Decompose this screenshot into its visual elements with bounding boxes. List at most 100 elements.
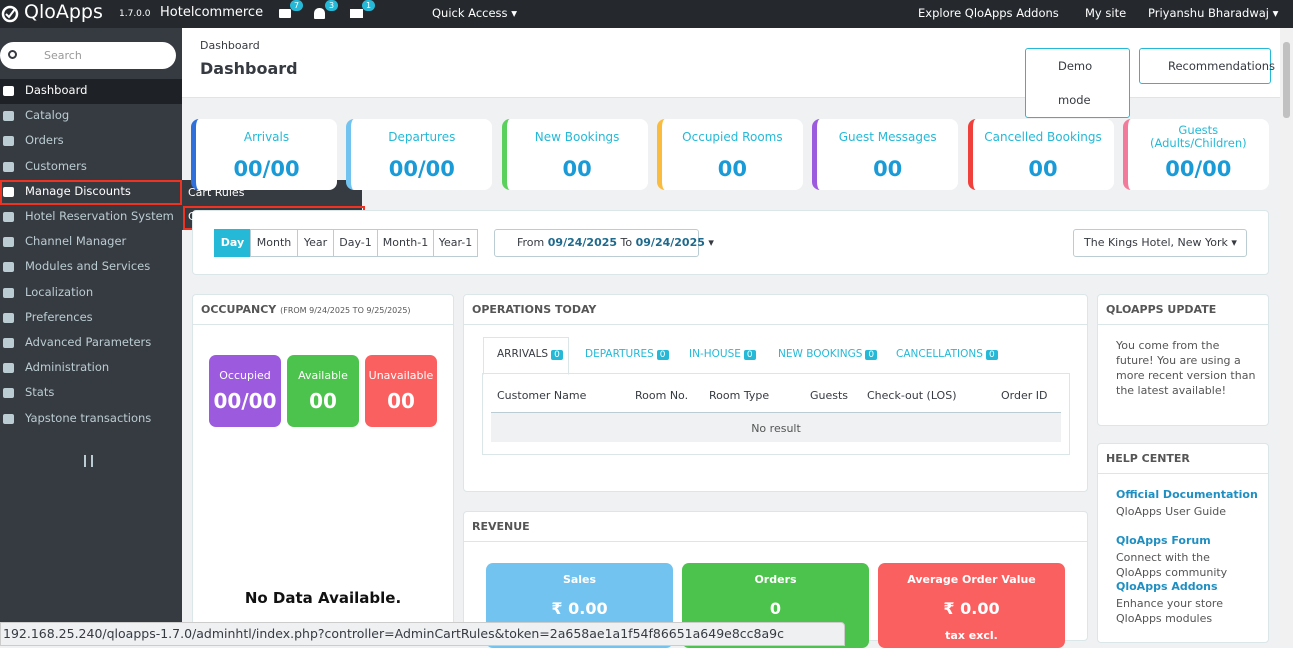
search-icon: [8, 50, 17, 59]
menu-item[interactable]: Stats: [0, 381, 182, 406]
menu-item[interactable]: Advanced Parameters: [0, 331, 182, 356]
revenue-card: Average Order Value ₹ 0.00 tax excl.: [878, 563, 1065, 648]
occupancy-tile: Occupied 00/00: [209, 355, 281, 427]
page-title: Dashboard: [200, 59, 298, 78]
tab[interactable]: ARRIVALS 0: [497, 348, 563, 360]
collapse-icon[interactable]: [84, 455, 93, 467]
update-title: QLOAPPS UPDATE: [1106, 303, 1217, 316]
menu-icon: [3, 363, 14, 374]
menu-item[interactable]: Orders: [0, 129, 182, 154]
menu-item[interactable]: Channel Manager: [0, 230, 182, 255]
submenu-item[interactable]: Catalog Price Rules: [188, 210, 294, 223]
column-header: Check-out (LOS): [867, 389, 957, 402]
help-link[interactable]: QloApps Addons: [1116, 580, 1218, 593]
tile-label: Available: [298, 369, 348, 382]
help-desc: QloApps User Guide: [1116, 505, 1227, 518]
user-menu[interactable]: Priyanshu Bharadwaj ▾: [1148, 6, 1279, 20]
tab-label: CANCELLATIONS: [896, 348, 983, 360]
kpi-value: 00: [717, 157, 747, 181]
revenue-label: Average Order Value: [907, 573, 1036, 586]
menu-item[interactable]: Yapstone transactions: [0, 407, 182, 432]
kpi-card[interactable]: New Bookings 00: [501, 119, 648, 190]
tab[interactable]: DEPARTURES 0: [585, 348, 669, 360]
empty-message: No Data Available.: [244, 589, 402, 607]
menu-item[interactable]: Localization: [0, 281, 182, 306]
menu-label: Administration: [25, 360, 110, 375]
scroll-thumb[interactable]: [1283, 42, 1290, 118]
menu-item[interactable]: Dashboard: [0, 79, 182, 104]
kpi-card[interactable]: Occupied Rooms 00: [656, 119, 803, 190]
column-header: Room Type: [709, 389, 770, 402]
my-site[interactable]: My site: [1085, 6, 1127, 20]
customer-icon[interactable]: [314, 8, 325, 19]
kpi-value: 00: [562, 157, 592, 181]
period-button[interactable]: Month-1: [377, 229, 434, 257]
help-panel: HELP CENTER Official Documentation QloApp…: [1097, 443, 1269, 643]
period-button[interactable]: Day-1: [333, 229, 378, 257]
operations-title: OPERATIONS TODAY: [472, 303, 597, 316]
kpi-card[interactable]: Cancelled Bookings 00: [967, 119, 1114, 190]
menu-icon: [3, 161, 14, 172]
message-icon[interactable]: [350, 9, 363, 18]
search-box[interactable]: Search: [0, 42, 176, 69]
menu-item[interactable]: Modules and Services: [0, 255, 182, 280]
search-placeholder: Search: [44, 49, 82, 62]
menu-item[interactable]: Manage Discounts: [0, 180, 182, 205]
kpi-label: Occupied Rooms: [682, 130, 783, 144]
tab-label: ARRIVALS: [497, 348, 549, 360]
kpi-card[interactable]: Departures 00/00: [346, 119, 493, 190]
period-button[interactable]: Year: [297, 229, 334, 257]
no-result: No result: [491, 412, 1061, 442]
menu-icon: [3, 111, 14, 122]
tab-label: NEW BOOKINGS: [778, 348, 863, 360]
period-button[interactable]: Day: [214, 229, 251, 257]
kpi-card[interactable]: Guest Messages 00: [812, 119, 959, 190]
menu-item[interactable]: Catalog: [0, 104, 182, 129]
scrollbar[interactable]: [1280, 28, 1293, 646]
top-bar: QloApps 1.7.0.0 Hotelcommerce 7 3 1 Quic…: [0, 0, 1293, 28]
quick-access[interactable]: Quick Access ▾: [432, 6, 517, 20]
update-text: You come from the future! You are using …: [1116, 339, 1256, 397]
menu-icon: [3, 413, 14, 424]
cart-icon[interactable]: [279, 9, 291, 18]
menu-label: Modules and Services: [25, 259, 151, 274]
date-to: 09/24/2025: [635, 236, 705, 249]
logo-text[interactable]: QloApps: [24, 1, 103, 23]
menu-item[interactable]: Hotel Reservation System: [0, 205, 182, 230]
tab[interactable]: NEW BOOKINGS 0: [778, 348, 878, 360]
period-button[interactable]: Month: [250, 229, 298, 257]
occupancy-tile: Available 00: [287, 355, 359, 427]
explore-addons[interactable]: Explore QloApps Addons: [918, 6, 1059, 20]
help-link[interactable]: QloApps Forum: [1116, 534, 1211, 547]
tab-count: 0: [985, 350, 998, 360]
kpi-card[interactable]: Guests (Adults/Children) 00/00: [1122, 119, 1269, 190]
menu-icon: [3, 136, 14, 147]
date-range[interactable]: From 09/24/2025 To 09/24/2025 ▾: [494, 229, 714, 257]
tab[interactable]: IN-HOUSE 0: [689, 348, 756, 360]
menu-item[interactable]: Preferences: [0, 306, 182, 331]
revenue-value: ₹ 0.00: [943, 599, 1000, 618]
orders-badge: 7: [290, 0, 304, 11]
to-label: To: [620, 236, 633, 249]
hotel-select[interactable]: The Kings Hotel, New York ▾: [1073, 229, 1247, 257]
menu-item[interactable]: Customers: [0, 155, 182, 180]
divider: [464, 541, 1087, 542]
period-button[interactable]: Year-1: [433, 229, 478, 257]
shop-name[interactable]: Hotelcommerce: [160, 5, 264, 20]
tab-count: 0: [551, 350, 563, 360]
help-title: HELP CENTER: [1106, 452, 1190, 465]
tab[interactable]: CANCELLATIONS 0: [896, 348, 998, 360]
menu-item[interactable]: Administration: [0, 356, 182, 381]
menu-icon: [3, 262, 14, 273]
demo-mode-button[interactable]: Demo mode: [1025, 48, 1130, 118]
user-name: Priyanshu Bharadwaj: [1148, 6, 1269, 20]
help-link[interactable]: Official Documentation: [1116, 488, 1258, 501]
tile-value: 00: [387, 389, 415, 413]
help-desc: Enhance your store QloApps modules: [1116, 597, 1223, 625]
recommendations-button[interactable]: Recommendations: [1139, 48, 1275, 84]
tile-value: 00: [309, 389, 337, 413]
menu-label: Advanced Parameters: [25, 335, 152, 349]
menu-label: Preferences: [25, 309, 93, 324]
breadcrumb[interactable]: Dashboard: [200, 39, 260, 52]
kpi-card[interactable]: Arrivals 00/00: [191, 119, 337, 190]
